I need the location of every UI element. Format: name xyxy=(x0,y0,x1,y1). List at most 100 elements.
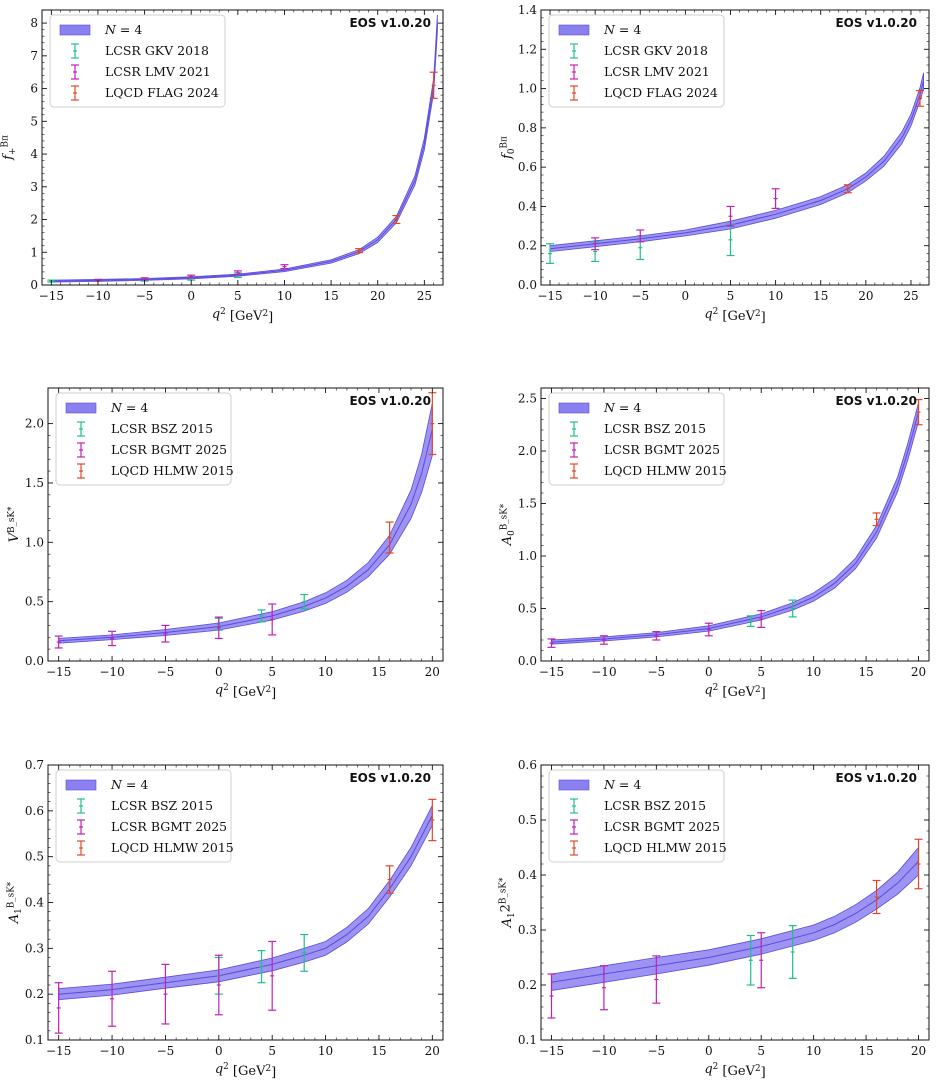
data-point xyxy=(385,521,394,554)
data-point xyxy=(161,624,170,643)
y-tick-label: 5 xyxy=(30,114,38,128)
data-point xyxy=(428,392,437,456)
legend-label: N = 4 xyxy=(603,777,641,792)
legend-swatch-errorbar xyxy=(77,819,85,835)
legend-swatch-errorbar xyxy=(77,442,85,458)
chart-panel-3: −15 −10 −5 0 5 10 15 20 0.0 0.5 1.0 1.5 2.0 q2 [GeV2]… xyxy=(7,387,444,702)
series-3 xyxy=(872,838,923,915)
data-point xyxy=(872,512,881,527)
y-tick-label: 0.6 xyxy=(518,160,537,174)
y-tick-label: 7 xyxy=(30,49,38,63)
legend-label: LCSR BGMT 2025 xyxy=(604,819,720,834)
y-tick-label: 1.0 xyxy=(518,82,537,96)
x-tick-label: 5 xyxy=(268,665,276,679)
y-tick-label: 1.5 xyxy=(25,476,44,490)
band-central-line xyxy=(58,815,433,995)
legend-label: LCSR LMV 2021 xyxy=(105,64,211,79)
y-tick-label: 0.8 xyxy=(518,121,537,135)
series-3 xyxy=(355,71,438,254)
data-point xyxy=(280,264,289,270)
x-tick-label: −10 xyxy=(85,289,110,303)
data-point xyxy=(268,940,277,1011)
y-tick-label: 2.0 xyxy=(25,417,44,431)
eos-watermark: EOS v1.0.20 xyxy=(835,16,917,30)
x-tick-label: 5 xyxy=(234,289,242,303)
series-2 xyxy=(54,940,277,1034)
legend-box xyxy=(55,769,232,863)
x-tick-label: 10 xyxy=(277,289,292,303)
legend-label: LCSR BGMT 2025 xyxy=(111,442,227,457)
data-point xyxy=(914,398,923,426)
y-tick-label: 1.5 xyxy=(518,497,537,511)
legend-box xyxy=(548,14,725,108)
band-n4 xyxy=(551,846,919,991)
plot-frame xyxy=(540,9,930,286)
y-axis-label: A12B_sK* xyxy=(499,877,518,928)
x-tick-label: −5 xyxy=(647,1044,665,1058)
y-tick-label: 0.5 xyxy=(25,850,44,864)
legend-swatch-band xyxy=(59,24,91,36)
legend-label: LQCD FLAG 2024 xyxy=(105,85,219,100)
legend-swatch-errorbar xyxy=(570,85,578,101)
series-3 xyxy=(872,398,923,527)
legend-swatch-errorbar xyxy=(570,43,578,59)
x-tick-label: 0 xyxy=(215,1044,223,1058)
x-tick-label: −15 xyxy=(39,289,64,303)
y-tick-label: 0.2 xyxy=(518,239,537,253)
data-point xyxy=(257,609,266,623)
series-3 xyxy=(385,798,437,894)
x-tick-label: 0 xyxy=(705,1044,713,1058)
data-point xyxy=(429,71,438,99)
chart-panel-4: −15 −10 −5 0 5 10 15 20 0.0 0.5 1.0 1.5 2.0 2.5 q2 [Ge… xyxy=(500,387,930,702)
legend-label: LCSR BSZ 2015 xyxy=(111,798,213,813)
legend-label: N = 4 xyxy=(104,22,142,37)
y-tick-label: 0.0 xyxy=(518,278,537,292)
data-point xyxy=(54,982,63,1034)
data-point xyxy=(843,184,852,194)
y-tick-label: 0.0 xyxy=(518,654,537,668)
legend-label: LQCD HLMW 2015 xyxy=(111,463,234,478)
x-tick-label: 20 xyxy=(911,665,926,679)
legend: N = 4 LCSR BSZ 2015 LCSR BGMT 2025 LQCD HLM… xyxy=(548,392,727,486)
legend: N = 4 LCSR GKV 2018 LCSR LMV 2021 LQCD FLAG… xyxy=(548,14,725,108)
legend-label: N = 4 xyxy=(110,400,148,415)
y-tick-label: 0.3 xyxy=(518,923,537,937)
x-tick-label: −15 xyxy=(46,665,71,679)
legend-label: LQCD HLMW 2015 xyxy=(604,840,727,855)
data-point xyxy=(599,635,608,645)
x-axis-label: q2 [GeV2] xyxy=(704,683,765,702)
x-tick-label: 10 xyxy=(318,665,333,679)
x-tick-label: 15 xyxy=(371,1044,386,1058)
legend-swatch-errorbar xyxy=(71,64,79,80)
x-tick-label: −15 xyxy=(537,289,562,303)
x-tick-label: −15 xyxy=(539,665,564,679)
x-tick-label: 10 xyxy=(806,1044,821,1058)
y-tick-label: 2.5 xyxy=(518,392,537,406)
x-axis-label: q2 [GeV2] xyxy=(215,683,276,702)
y-tick-label: 0.5 xyxy=(518,813,537,827)
data-point xyxy=(872,879,881,915)
y-tick-label: 6 xyxy=(30,82,38,96)
data-point xyxy=(746,934,755,986)
y-tick-label: 0.2 xyxy=(518,978,537,992)
band-n4 xyxy=(58,403,433,644)
data-point xyxy=(257,950,266,984)
y-axis-label: A1B_sK* xyxy=(7,881,25,924)
series-2 xyxy=(591,188,780,251)
data-point xyxy=(546,243,555,264)
y-axis-label: f0Bπ xyxy=(500,136,518,160)
data-point xyxy=(108,970,117,1027)
y-tick-label: 0.3 xyxy=(25,941,44,955)
plot-frame xyxy=(47,387,444,662)
legend-swatch-errorbar xyxy=(77,798,85,814)
y-tick-label: 0.7 xyxy=(25,758,44,772)
data-point xyxy=(704,622,713,637)
eos-watermark: EOS v1.0.20 xyxy=(349,394,431,408)
legend-label: LCSR BSZ 2015 xyxy=(604,421,706,436)
y-axis-label: VB_sK* xyxy=(7,506,22,542)
x-tick-label: 25 xyxy=(903,289,918,303)
band-central-line xyxy=(51,23,438,282)
data-point xyxy=(757,932,766,989)
x-tick-label: 10 xyxy=(768,289,783,303)
